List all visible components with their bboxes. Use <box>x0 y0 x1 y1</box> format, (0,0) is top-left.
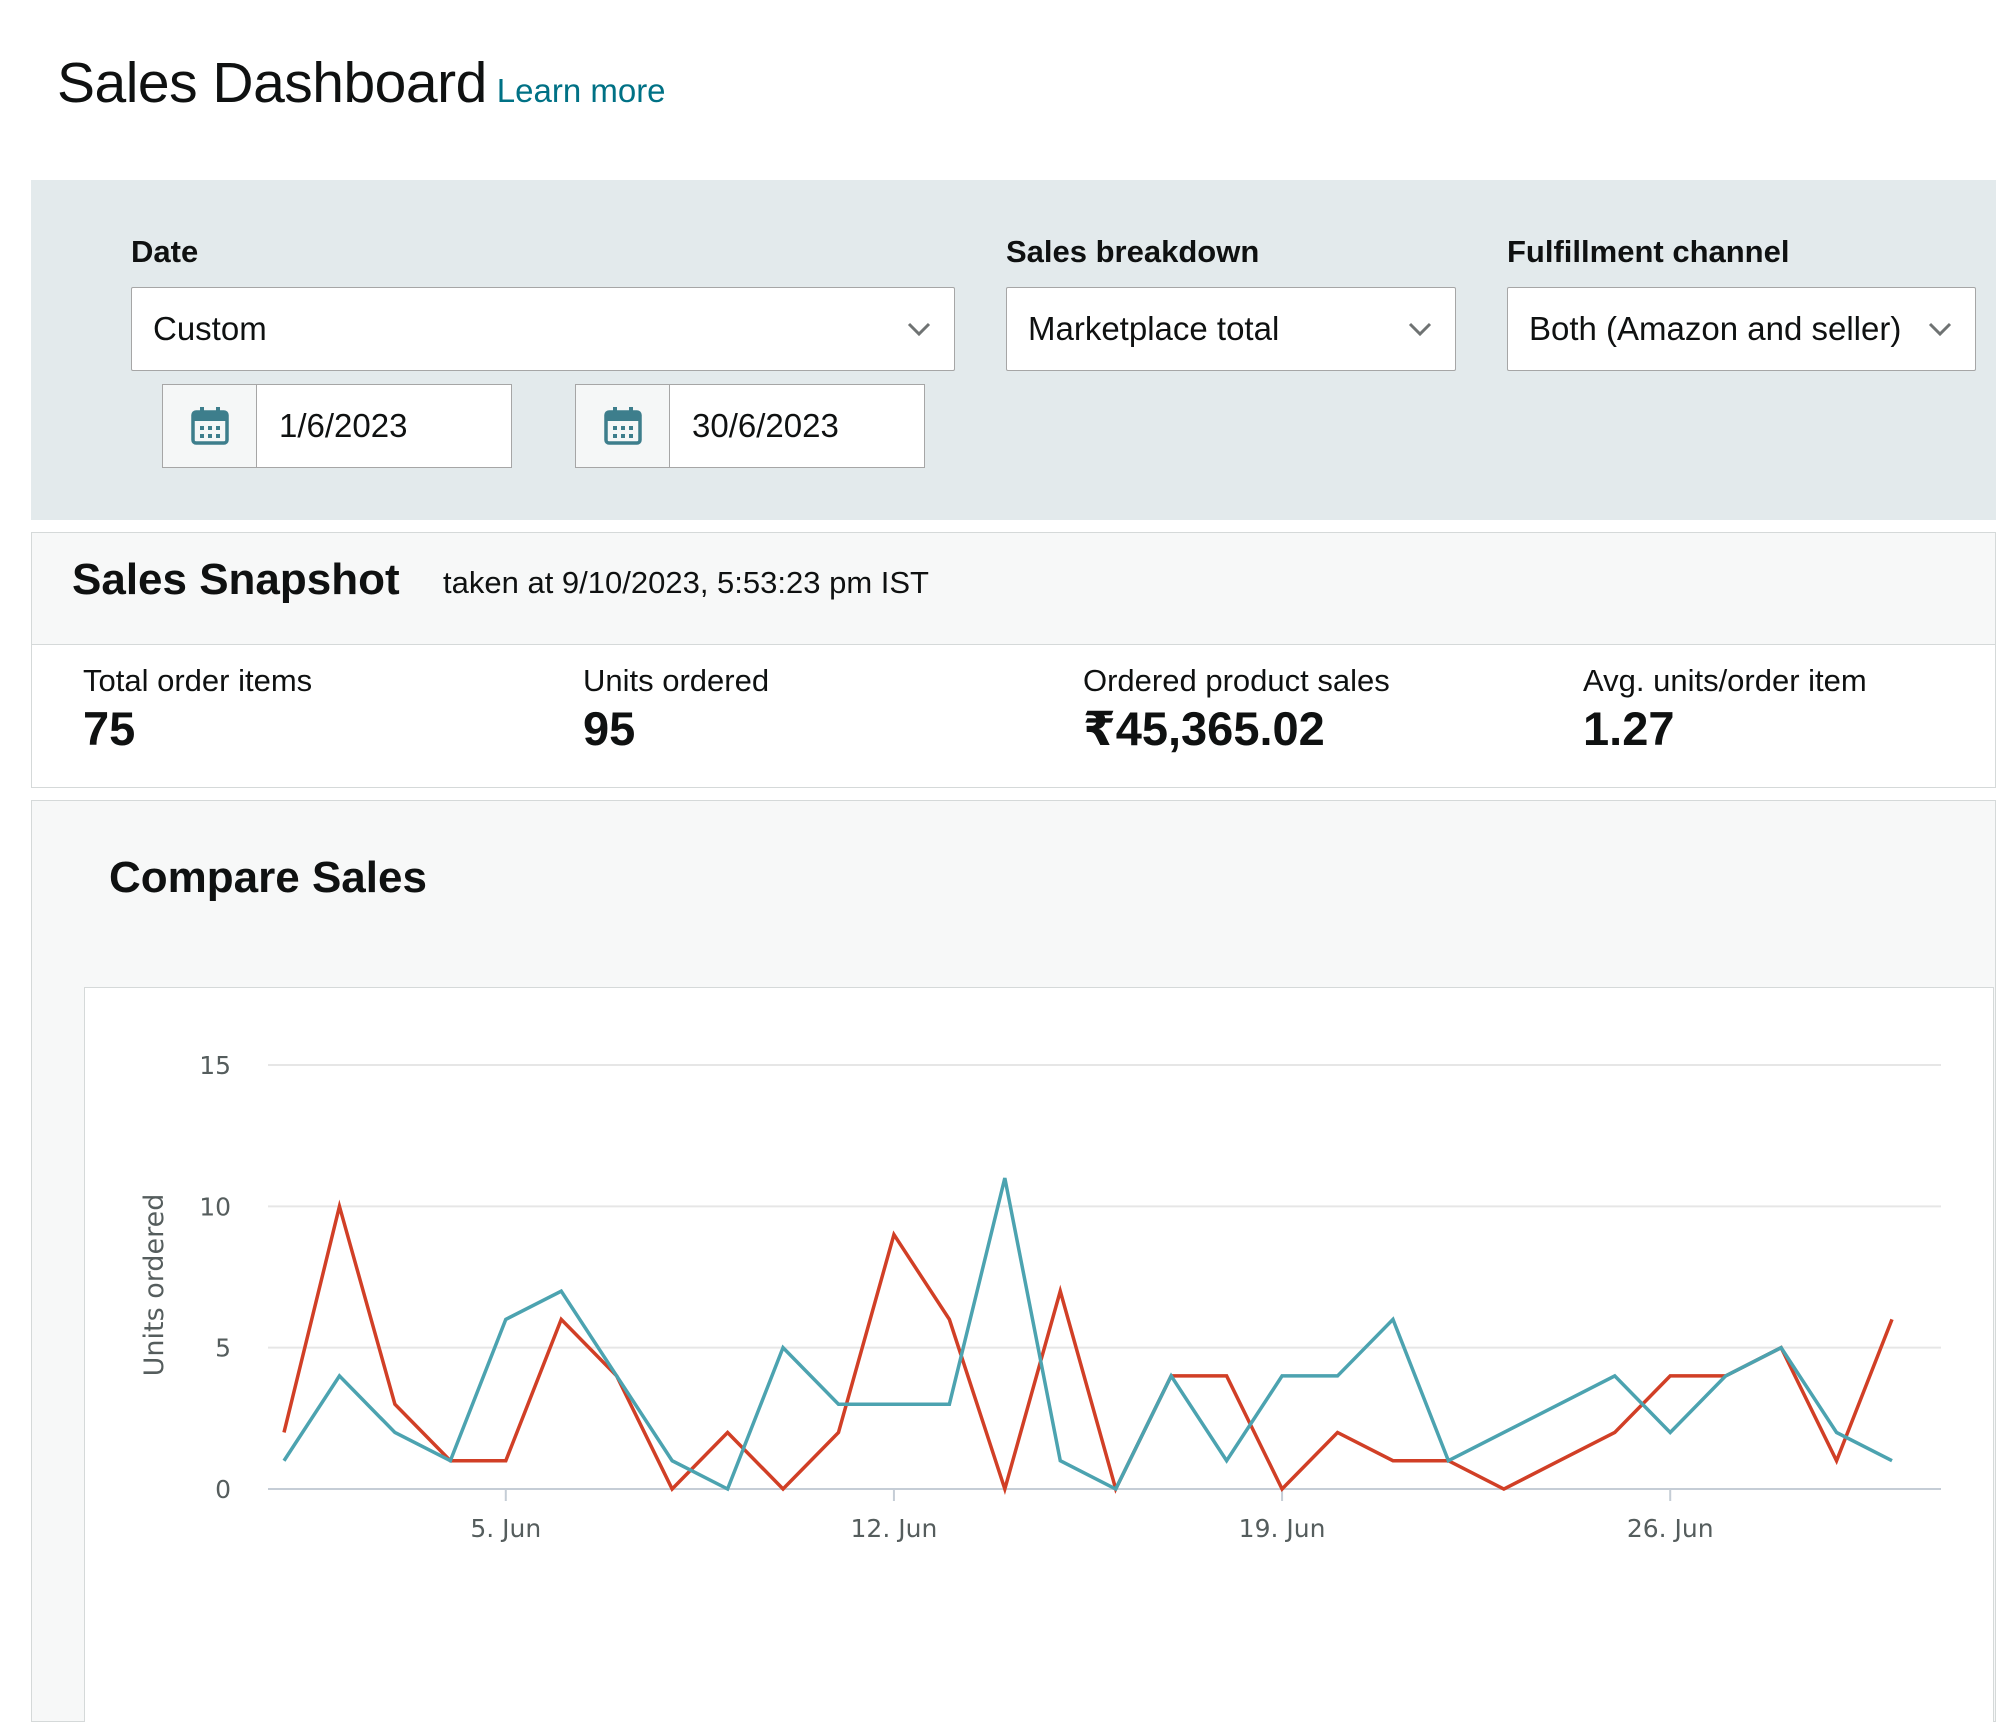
x-tick-label: 5. Jun <box>470 1514 541 1543</box>
y-tick-label: 0 <box>215 1475 231 1504</box>
x-tick-label: 12. Jun <box>851 1514 938 1543</box>
series-line-2 <box>282 1177 1893 1492</box>
y-tick-label: 10 <box>199 1192 231 1221</box>
calendar-icon[interactable] <box>576 385 670 467</box>
sales-breakdown-label: Sales breakdown <box>1006 234 1260 269</box>
learn-more-link[interactable]: Learn more <box>496 72 666 109</box>
series-line-1 <box>282 1199 1894 1496</box>
snapshot-title: Sales Snapshot <box>72 555 400 604</box>
fulfillment-channel-select[interactable]: Both (Amazon and seller) <box>1507 287 1976 371</box>
snapshot-timestamp: taken at 9/10/2023, 5:53:23 pm IST <box>443 565 929 600</box>
compare-sales-title: Compare Sales <box>109 853 427 902</box>
chart-container: 0 5 10 15 5. Jun 12. Jun 19. Jun 26. Jun Units o… <box>84 987 1994 1722</box>
fulfillment-channel-label: Fulfillment channel <box>1507 234 1790 269</box>
sales-breakdown-select[interactable]: Marketplace total <box>1006 287 1456 371</box>
metric-value: 1.27 <box>1583 702 1675 755</box>
metric-value: ₹45,365.02 <box>1083 702 1325 755</box>
metric-label: Units ordered <box>583 663 770 698</box>
end-date-field[interactable]: 30/6/2023 <box>575 384 925 468</box>
fulfillment-channel-value: Both (Amazon and seller) <box>1529 310 1902 347</box>
chevron-down-icon <box>1928 322 1952 337</box>
metric-value: 75 <box>83 702 136 755</box>
compare-sales-panel: Compare Sales 0 5 10 15 5. Jun 12. Jun 19. Jun… <box>31 800 1996 1722</box>
date-filter-label: Date <box>131 234 199 269</box>
units-ordered-line-chart: 0 5 10 15 5. Jun 12. Jun 19. Jun 26. Jun Units o… <box>139 1051 1941 1543</box>
sales-snapshot-panel: Sales Snapshot taken at 9/10/2023, 5:53:… <box>31 532 1996 788</box>
x-tick-label: 19. Jun <box>1239 1514 1326 1543</box>
metric-avg-units-per-order-item: Avg. units/order item 1.27 <box>1583 663 1867 756</box>
metric-units-ordered: Units ordered 95 <box>583 663 769 756</box>
start-date-field[interactable]: 1/6/2023 <box>162 384 512 468</box>
y-tick-label: 5 <box>215 1334 231 1363</box>
y-tick-label: 15 <box>199 1051 231 1080</box>
chevron-down-icon <box>1408 322 1432 337</box>
sales-breakdown-value: Marketplace total <box>1028 310 1280 347</box>
y-axis-label: Units ordered <box>139 1194 170 1377</box>
x-tick-label: 26. Jun <box>1627 1514 1714 1543</box>
metric-total-order-items: Total order items 75 <box>83 663 312 756</box>
filter-panel: Date Custom 1/6/2023 30/6/2023 Sales bre… <box>31 180 1996 520</box>
metric-ordered-product-sales: Ordered product sales ₹45,365.02 <box>1083 663 1390 757</box>
end-date-value[interactable]: 30/6/2023 <box>692 407 839 444</box>
page-header: Sales Dashboard Learn more <box>57 50 666 116</box>
metric-label: Ordered product sales <box>1083 663 1390 698</box>
page-title: Sales Dashboard <box>57 51 487 115</box>
date-range-select[interactable]: Custom <box>131 287 955 371</box>
snapshot-header: Sales Snapshot taken at 9/10/2023, 5:53:… <box>32 533 1995 645</box>
chevron-down-icon <box>907 322 931 337</box>
metric-label: Total order items <box>83 663 313 698</box>
metric-value: 95 <box>583 702 636 755</box>
calendar-icon[interactable] <box>163 385 257 467</box>
metric-label: Avg. units/order item <box>1583 663 1867 698</box>
start-date-value[interactable]: 1/6/2023 <box>279 407 408 444</box>
date-range-value: Custom <box>153 310 267 347</box>
